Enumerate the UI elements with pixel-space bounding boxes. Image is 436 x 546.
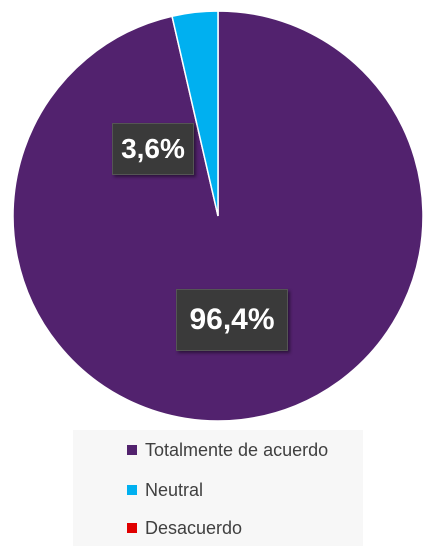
legend: Totalmente de acuerdo Neutral Desacuerdo [73, 430, 363, 546]
legend-item-neutral[interactable]: Neutral [127, 478, 203, 502]
legend-item-totalmente-de-acuerdo[interactable]: Totalmente de acuerdo [127, 438, 328, 462]
legend-swatch-neutral [127, 485, 137, 495]
data-label-neutral: 3,6% [112, 123, 194, 175]
pie-slice-neutral [171, 10, 219, 217]
legend-label-totalmente-de-acuerdo: Totalmente de acuerdo [145, 439, 329, 460]
legend-item-desacuerdo[interactable]: Desacuerdo [127, 516, 242, 540]
legend-swatch-totalmente-de-acuerdo [127, 445, 137, 455]
legend-label-neutral: Neutral [145, 479, 204, 500]
data-label-totalmente-de-acuerdo: 96,4% [176, 289, 288, 351]
legend-swatch-desacuerdo [127, 523, 137, 533]
legend-label-desacuerdo: Desacuerdo [145, 517, 243, 538]
